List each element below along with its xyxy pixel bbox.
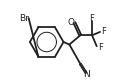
Text: F: F [90, 14, 94, 23]
Text: Br: Br [19, 14, 29, 23]
Text: F: F [98, 43, 103, 52]
Text: F: F [101, 27, 106, 36]
Text: O: O [68, 18, 75, 27]
Text: N: N [83, 70, 90, 79]
